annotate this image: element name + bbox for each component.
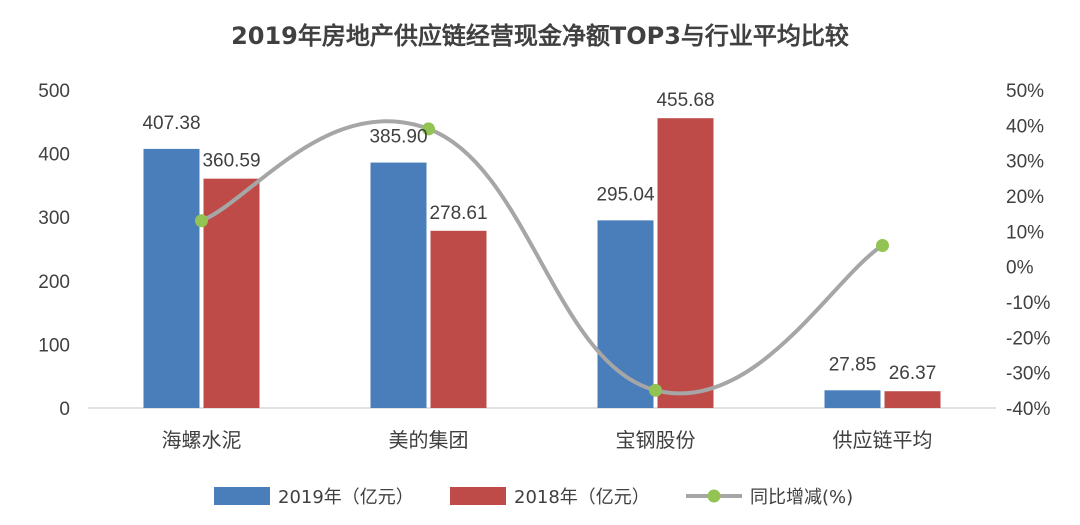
legend-label-2018: 2018年（亿元） [514,487,650,508]
category-label: 美的集团 [389,428,469,452]
bar-data-label: 278.61 [429,203,487,224]
right-tick-label: -40% [1006,399,1050,420]
bars [143,118,941,409]
bar-data-label: 360.59 [202,151,260,172]
bar-2019-0 [143,148,200,409]
yoy-point-1 [422,122,435,136]
bar-2019-2 [597,220,654,408]
chart-title: 2019年房地产供应链经营现金净额TOP3与行业平均比较 [231,22,849,50]
yoy-line [195,119,889,397]
left-tick-label: 200 [38,272,70,293]
right-tick-label: 0% [1006,258,1034,279]
right-tick-label: 50% [1006,81,1044,102]
left-tick-label: 500 [38,81,70,102]
bar-data-label: 455.68 [656,90,714,111]
legend-swatch-2019 [214,487,270,505]
bar-data-label: 385.90 [369,127,427,148]
right-tick-label: 40% [1006,116,1044,137]
bar-2018-2 [657,118,714,408]
category-labels: 海螺水泥 美的集团 宝钢股份 供应链平均 [162,428,933,452]
bar-data-label: 27.85 [829,354,877,375]
left-tick-label: 400 [38,145,70,166]
legend-label-yoy: 同比增减(%) [750,487,853,508]
yoy-line-path [199,119,885,396]
left-tick-label: 100 [38,335,70,356]
right-tick-label: -20% [1006,328,1050,349]
bar-2018-3 [884,391,941,408]
left-tick-label: 0 [59,399,70,420]
right-tick-label: 10% [1006,222,1044,243]
bar-2019-1 [370,162,427,408]
legend-label-2019: 2019年（亿元） [278,487,414,508]
left-axis: 0 100 200 300 400 500 [38,81,70,420]
bar-labels: 407.38 385.90 295.04 27.85 360.59 278.61 455.6… [142,90,936,384]
category-label: 供应链平均 [833,428,933,452]
yoy-point-0 [195,214,208,228]
legend-swatch-2018 [450,487,506,505]
bar-2019-3 [824,390,881,408]
yoy-point-3 [876,238,889,252]
right-tick-label: 30% [1006,152,1044,173]
left-tick-label: 300 [38,208,70,229]
bar-2018-0 [203,178,260,408]
right-tick-label: -10% [1006,293,1050,314]
category-label: 海螺水泥 [162,428,242,452]
bar-data-label: 295.04 [596,184,655,205]
right-tick-label: 20% [1006,187,1044,208]
legend: 2019年（亿元） 2018年（亿元） 同比增减(%) [214,487,853,508]
right-axis: -40% -30% -20% -10% 0% 10% 20% 30% 40% 50% [1006,81,1050,420]
bar-2018-1 [430,230,487,408]
bar-data-label: 26.37 [889,363,937,384]
bar-data-label: 407.38 [142,113,200,134]
right-tick-label: -30% [1006,364,1050,385]
category-label: 宝钢股份 [616,428,696,452]
legend-marker-yoy [707,489,721,503]
yoy-point-2 [649,383,662,397]
